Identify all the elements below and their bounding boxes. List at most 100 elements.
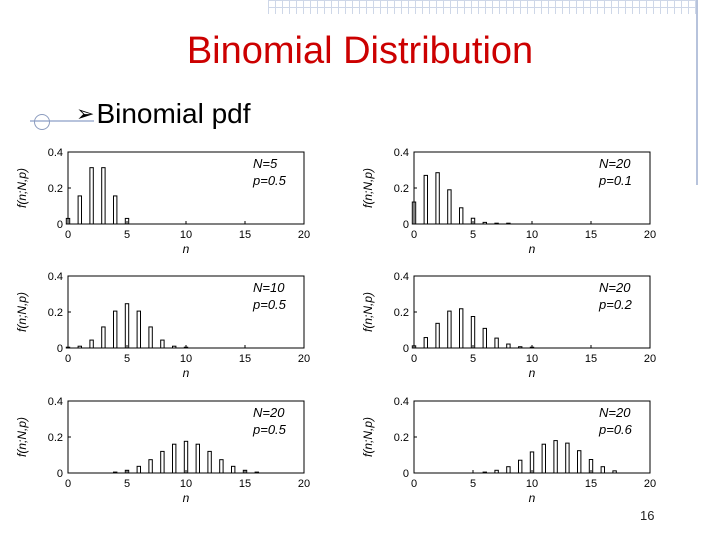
- x-tick-label: 5: [124, 353, 130, 365]
- bar-n-12: [207, 450, 212, 474]
- y-tick-label: 0: [403, 343, 409, 355]
- bar-n-8: [160, 450, 165, 474]
- bar-n-8: [506, 466, 511, 474]
- chart-panel-3: 0 5 10 15 20 0 0.2 0.4 N=10 p=0.5 n f(n;N,p): [15, 271, 310, 380]
- bar-n-7: [494, 337, 499, 349]
- bar-n-7: [494, 222, 499, 225]
- y-tick-label: 0.4: [394, 147, 409, 159]
- x-tick-label: 0: [411, 229, 417, 241]
- legend-line: p=0.6: [598, 422, 633, 437]
- x-axis-label: n: [529, 242, 536, 256]
- legend-line: N=20: [599, 156, 631, 171]
- bar-n-6: [136, 465, 142, 474]
- bar-n-6: [136, 310, 142, 349]
- x-tick-label: 20: [298, 478, 310, 490]
- x-tick-label: 20: [644, 478, 656, 490]
- bar-n-4: [459, 207, 464, 225]
- bar-n-3: [101, 167, 106, 225]
- bar-n-2: [435, 322, 440, 349]
- chart-panel-5: 0 5 10 15 20 0 0.2 0.4 N=20 p=0.5 n f(n;N,p): [15, 396, 310, 505]
- x-tick-label: 0: [65, 478, 71, 490]
- bullet-text: Binomial pdf: [96, 98, 251, 129]
- x-tick-label: 20: [298, 353, 310, 365]
- bar-n-8: [160, 339, 165, 349]
- bar-n-1: [77, 195, 82, 225]
- y-tick-label: 0.4: [48, 271, 63, 283]
- bar-n-11: [541, 443, 546, 474]
- bar-n-7: [148, 459, 153, 474]
- bar-n-10: [529, 451, 535, 474]
- x-tick-label: 15: [585, 478, 597, 490]
- legend-line: N=20: [599, 405, 631, 420]
- y-tick-label: 0.2: [394, 432, 409, 444]
- bar-n-10: [529, 346, 535, 349]
- bar-n-5: [470, 316, 476, 349]
- bar-n-4: [113, 310, 118, 349]
- bar-n-8: [506, 222, 511, 225]
- bar-n-6: [482, 221, 488, 225]
- y-tick-label: 0.4: [48, 396, 63, 408]
- chart-panel-4: 0 5 10 15 20 0 0.2 0.4 N=20 p=0.2 n f(n;N,p): [361, 271, 656, 380]
- x-tick-label: 15: [585, 353, 597, 365]
- bar-n-14: [577, 450, 582, 474]
- bar-n-10: [183, 346, 189, 349]
- x-tick-label: 0: [65, 353, 71, 365]
- y-axis-label: f(n;N,p): [15, 168, 29, 208]
- bar-n-5: [124, 217, 130, 225]
- decorative-circle: [34, 114, 50, 130]
- x-axis-label: n: [529, 366, 536, 380]
- bar-n-3: [101, 326, 106, 349]
- bar-n-12: [553, 440, 558, 474]
- bar-n-0: [65, 346, 71, 349]
- x-tick-label: 15: [239, 353, 251, 365]
- x-axis-label: n: [183, 366, 190, 380]
- y-tick-label: 0.2: [394, 307, 409, 319]
- y-axis-label: f(n;N,p): [15, 417, 29, 457]
- decorative-horizontal-line: [30, 120, 94, 122]
- legend-line: N=20: [599, 280, 631, 295]
- legend-line: p=0.5: [252, 422, 287, 437]
- bar-n-13: [219, 459, 224, 474]
- y-tick-label: 0: [403, 468, 409, 480]
- bar-n-0: [65, 217, 71, 225]
- x-tick-label: 10: [526, 353, 538, 365]
- x-tick-label: 20: [644, 353, 656, 365]
- bar-n-9: [172, 443, 177, 474]
- y-tick-label: 0: [403, 219, 409, 231]
- chart-panel-1: 0 5 10 15 20 0 0.2 0.4 N=5 p=0.5 n f(n;N,p): [15, 147, 310, 256]
- bar-n-9: [172, 345, 177, 349]
- x-tick-label: 20: [644, 229, 656, 241]
- bar-n-9: [518, 459, 523, 474]
- bar-n-15: [242, 469, 248, 474]
- x-tick-label: 5: [470, 229, 476, 241]
- bar-n-3: [447, 189, 452, 225]
- chart-panel-2: 0 5 10 15 20 0 0.2 0.4 N=20 p=0.1 n f(n;N,p): [361, 147, 656, 256]
- y-tick-label: 0.2: [48, 432, 63, 444]
- x-tick-label: 10: [526, 478, 538, 490]
- arrow-bullet-icon: ➢: [76, 101, 95, 126]
- x-tick-label: 5: [470, 478, 476, 490]
- bar-n-5: [124, 303, 130, 349]
- x-tick-label: 0: [411, 478, 417, 490]
- y-tick-label: 0: [57, 219, 63, 231]
- y-axis-label: f(n;N,p): [15, 292, 29, 332]
- legend-line: N=20: [253, 405, 285, 420]
- x-tick-label: 5: [124, 478, 130, 490]
- page-number: 16: [640, 508, 655, 523]
- bar-n-3: [447, 310, 452, 349]
- x-tick-label: 10: [180, 478, 192, 490]
- legend-line: N=5: [253, 156, 278, 171]
- bar-n-1: [423, 174, 429, 225]
- y-axis-label: f(n;N,p): [361, 292, 375, 332]
- legend-line: p=0.5: [252, 173, 287, 188]
- y-tick-label: 0: [57, 343, 63, 355]
- x-tick-label: 15: [585, 229, 597, 241]
- legend-line: N=10: [253, 280, 285, 295]
- bar-n-0: [411, 345, 417, 349]
- y-tick-label: 0.4: [394, 271, 409, 283]
- x-tick-label: 15: [239, 478, 251, 490]
- legend-line: p=0.5: [252, 297, 287, 312]
- bar-n-2: [89, 167, 94, 225]
- y-axis-label: f(n;N,p): [361, 417, 375, 457]
- bar-n-1: [423, 337, 429, 349]
